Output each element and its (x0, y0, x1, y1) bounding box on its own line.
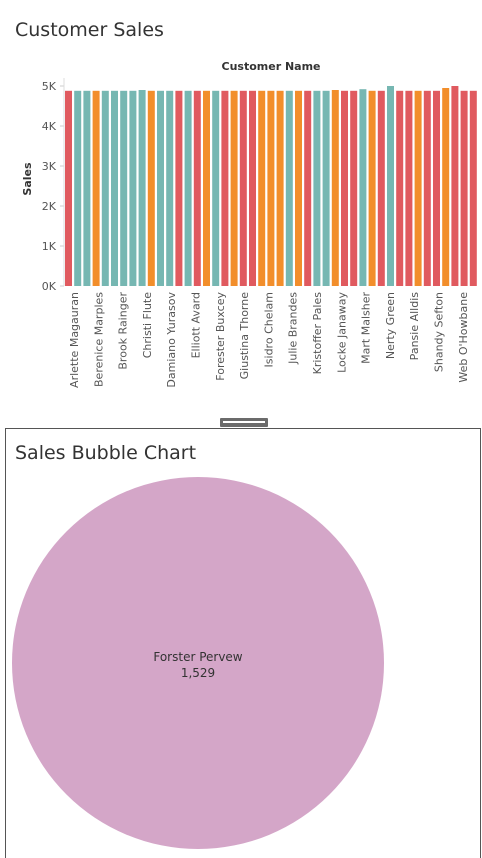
sales-bubble-panel: Sales Bubble Chart Forster Pervew 1,529 (5, 428, 481, 858)
bar (74, 90, 82, 286)
bubble-label-name: Forster Pervew (153, 650, 242, 664)
bar (304, 90, 312, 286)
sales-bubble-chart: Forster Pervew 1,529 (12, 477, 384, 849)
bar (442, 88, 450, 286)
bar (249, 90, 256, 286)
bar (166, 90, 174, 286)
x-tick-label: Brook Rainger (117, 292, 130, 370)
y-tick-label: 4K (42, 120, 57, 133)
x-tick-label: Elliott Avard (190, 292, 203, 358)
bar (111, 90, 118, 286)
bar (313, 90, 321, 286)
bar (65, 90, 72, 286)
x-tick-label: Christi Flute (141, 292, 154, 358)
bar (184, 90, 192, 286)
bar (230, 90, 238, 286)
bar-chart-title: Customer Name (222, 60, 321, 73)
bar (92, 90, 100, 286)
sales-bubble-title: Sales Bubble Chart (15, 442, 197, 464)
bar (147, 90, 155, 286)
bar (203, 90, 210, 286)
bar (83, 90, 91, 286)
bar (239, 90, 247, 286)
bar (396, 90, 404, 286)
x-tick-label: Web O'Howbane (457, 292, 470, 383)
bubble-label-value: 1,529 (181, 666, 215, 680)
x-tick-label: Giustina Thorne (238, 292, 251, 380)
bar (258, 90, 266, 286)
bar (423, 90, 431, 286)
bar (212, 90, 220, 286)
x-tick-label: Berenice Marples (92, 292, 105, 387)
x-tick-label: Forester Buxcey (214, 292, 227, 381)
x-tick-label: Kristoffer Pales (311, 292, 324, 375)
bar (433, 90, 440, 286)
bar (193, 90, 201, 286)
bar (138, 90, 146, 286)
customer-sales-panel: Customer Sales Customer Name Sales 0K 1K 2K 3… (0, 0, 482, 410)
bubble (12, 477, 384, 849)
bar (350, 90, 358, 286)
bar (267, 90, 275, 286)
bar (101, 90, 109, 286)
bar (451, 86, 459, 286)
x-tick-label: Pansie Alldis (408, 292, 421, 361)
customer-sales-title: Customer Sales (15, 19, 164, 41)
bar (157, 90, 164, 286)
y-tick-label: 2K (42, 200, 57, 213)
x-tick-label: Nerty Green (384, 292, 397, 359)
bar (129, 90, 137, 286)
y-tick-label: 5K (42, 80, 57, 93)
x-tick-label: Arlette Magauran (68, 292, 81, 388)
x-tick-label: Damiano Yurasov (165, 292, 178, 388)
customer-sales-bar-chart: Customer Name Sales 0K 1K 2K 3K 4K 5K Arlette Ma… (21, 60, 477, 388)
bar (469, 90, 477, 286)
x-tick-label: Julie Brandes (287, 292, 300, 365)
bar (359, 89, 367, 286)
y-tick-label: 0K (42, 280, 57, 293)
y-axis-label: Sales (21, 162, 34, 196)
bar (414, 90, 422, 286)
bar (341, 90, 348, 286)
bar (221, 90, 229, 286)
x-tick-label: Isidro Chelam (262, 292, 275, 367)
x-tick-label: Locke Janaway (335, 292, 348, 373)
bar (387, 86, 394, 286)
x-tick-label: Mart Malsher (360, 292, 373, 364)
bar (322, 90, 330, 286)
panel-resize-handle[interactable] (220, 418, 268, 427)
bar (460, 90, 468, 286)
bar (285, 90, 293, 286)
bar (175, 90, 183, 286)
bar (331, 90, 339, 286)
bar (368, 90, 376, 286)
y-tick-label: 1K (42, 240, 57, 253)
x-tick-label: Shandy Sefton (433, 292, 446, 372)
bar (377, 90, 385, 286)
y-tick-label: 3K (42, 160, 57, 173)
bar (276, 90, 284, 286)
bar (120, 90, 128, 286)
bar (295, 90, 302, 286)
bar (405, 90, 413, 286)
